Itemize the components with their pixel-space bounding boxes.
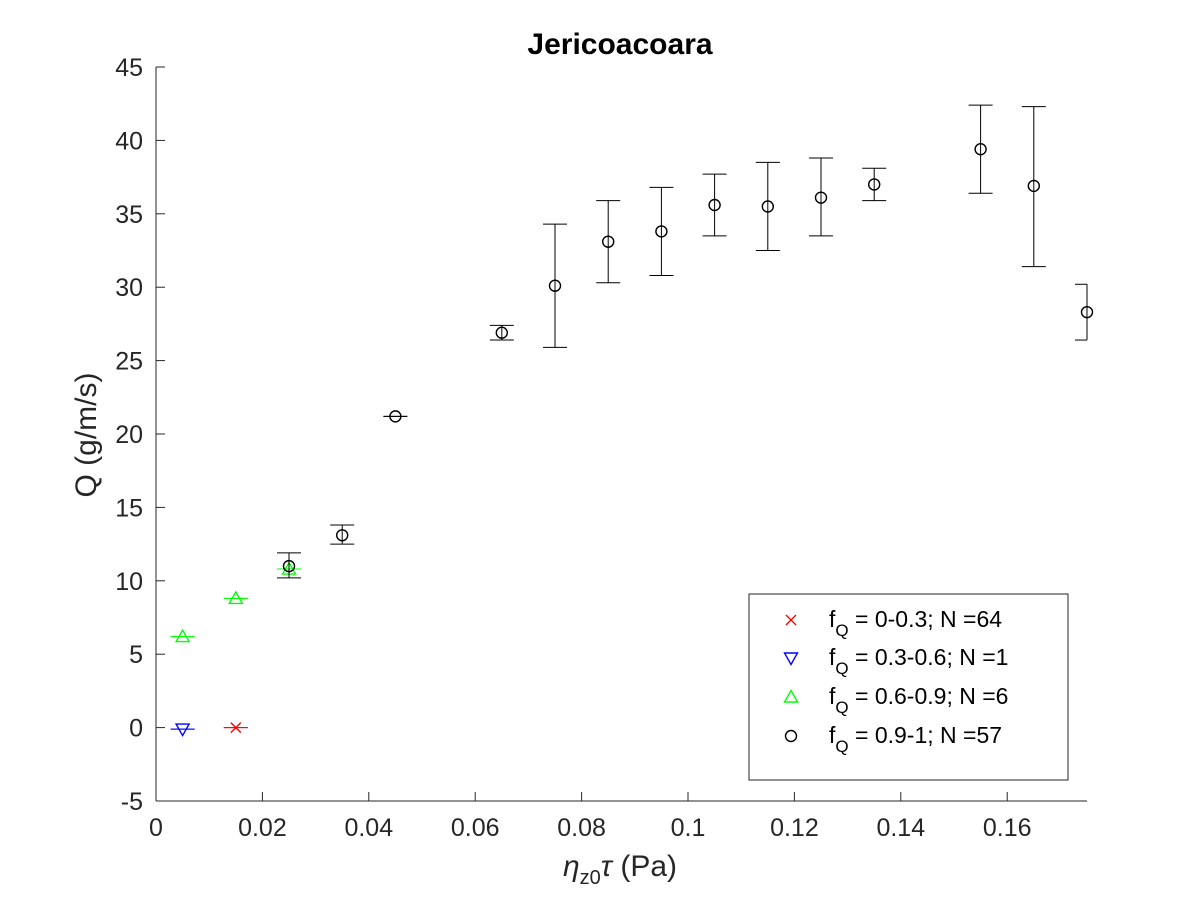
data-point [548,279,562,292]
data-point [868,178,881,191]
y-axis-label: Q (g/m/s) [70,373,103,498]
y-tick-label: 20 [115,421,143,449]
error-bar [862,167,887,202]
error-bar [543,223,567,348]
plot-area [170,104,1094,737]
data-point [174,723,191,737]
y-tick-label: 5 [129,641,143,669]
legend-label-rest: = 0.9-1; N =57 [849,722,1002,748]
axis-ticks: 0 0.02 0.04 0.06 0.08 0.1 0.12 0.14 0.16-5051015… [115,54,1087,842]
x-axis-label-unit: (Pa) [612,850,677,883]
legend-label-main: f [829,644,836,670]
data-point [1027,179,1041,193]
x-tick-label: 0.16 [983,814,1032,842]
x-axis-label-tau: τ [601,850,614,883]
data-point [174,628,191,643]
error-bar [755,161,780,251]
x-tick-label: 0 [149,814,163,842]
x-tick-label: 0.14 [876,814,925,842]
chart-title: Jericoacoara [527,28,712,61]
series-0 [223,722,248,734]
y-tick-label: -5 [121,788,143,816]
data-point [814,191,828,204]
x-tick-label: 0.02 [238,814,287,842]
error-bar [968,104,993,194]
data-point [602,235,615,248]
x-tick-label: 0.12 [770,814,819,842]
legend-label-subscript: Q [835,659,848,678]
legend-marker [785,614,797,626]
x-tick-label: 0.06 [451,814,500,842]
y-tick-label: 30 [115,274,143,302]
y-tick-label: 45 [115,54,143,82]
error-bar [649,186,674,276]
legend-label-rest: = 0.6-0.9; N =6 [849,683,1009,709]
legend-label-subscript: Q [835,621,848,640]
series-2 [170,561,301,643]
legend-marker [783,652,799,666]
y-tick-label: 40 [115,127,143,155]
series-3 [277,104,1094,579]
x-axis-label-sub: z0 [580,867,601,889]
error-bar [596,200,621,284]
y-tick-label: 25 [115,348,143,376]
data-point [389,410,402,423]
x-tick-label: 0.04 [344,814,393,842]
legend-marker [783,689,799,703]
data-point [495,326,508,339]
x-axis-label: ηz0τ (Pa) [563,850,677,889]
series-1 [170,723,195,737]
data-point [228,590,244,605]
legend-label-rest: = 0.3-0.6; N =1 [849,644,1009,670]
legend-label: fQ = 0.6-0.9; N =6 [829,683,1008,717]
error-bar [1021,106,1046,268]
y-tick-label: 10 [115,568,143,596]
legend-box [748,593,1069,781]
legend-label-subscript: Q [835,737,848,756]
x-axis-label-eta: η [563,850,580,883]
legend-label: fQ = 0.3-0.6; N =1 [829,644,1008,678]
data-point [230,722,242,734]
x-tick-label: 0.1 [671,814,706,842]
legend-label-rest: = 0-0.3; N =64 [849,606,1003,632]
y-tick-label: 0 [129,715,143,743]
legend-label-main: f [829,722,836,748]
data-point [761,200,774,213]
legend-marker [784,729,798,743]
legend-label: fQ = 0-0.3; N =64 [829,606,1002,640]
legend-label-main: f [829,683,836,709]
legend-label: fQ = 0.9-1; N =57 [829,722,1002,756]
data-point [708,198,721,212]
data-point [1080,305,1094,319]
error-bar [809,157,833,237]
data-point [282,559,296,573]
data-point [974,143,987,156]
error-bar [1075,283,1088,341]
data-point [655,225,668,238]
x-tick-label: 0.08 [557,814,606,842]
y-tick-label: 35 [115,201,143,229]
legend-label-subscript: Q [835,698,848,717]
legend-label-main: f [829,606,836,632]
error-bar [702,173,727,237]
y-tick-label: 15 [115,494,143,522]
error-bar [277,552,301,579]
data-point [336,529,349,542]
